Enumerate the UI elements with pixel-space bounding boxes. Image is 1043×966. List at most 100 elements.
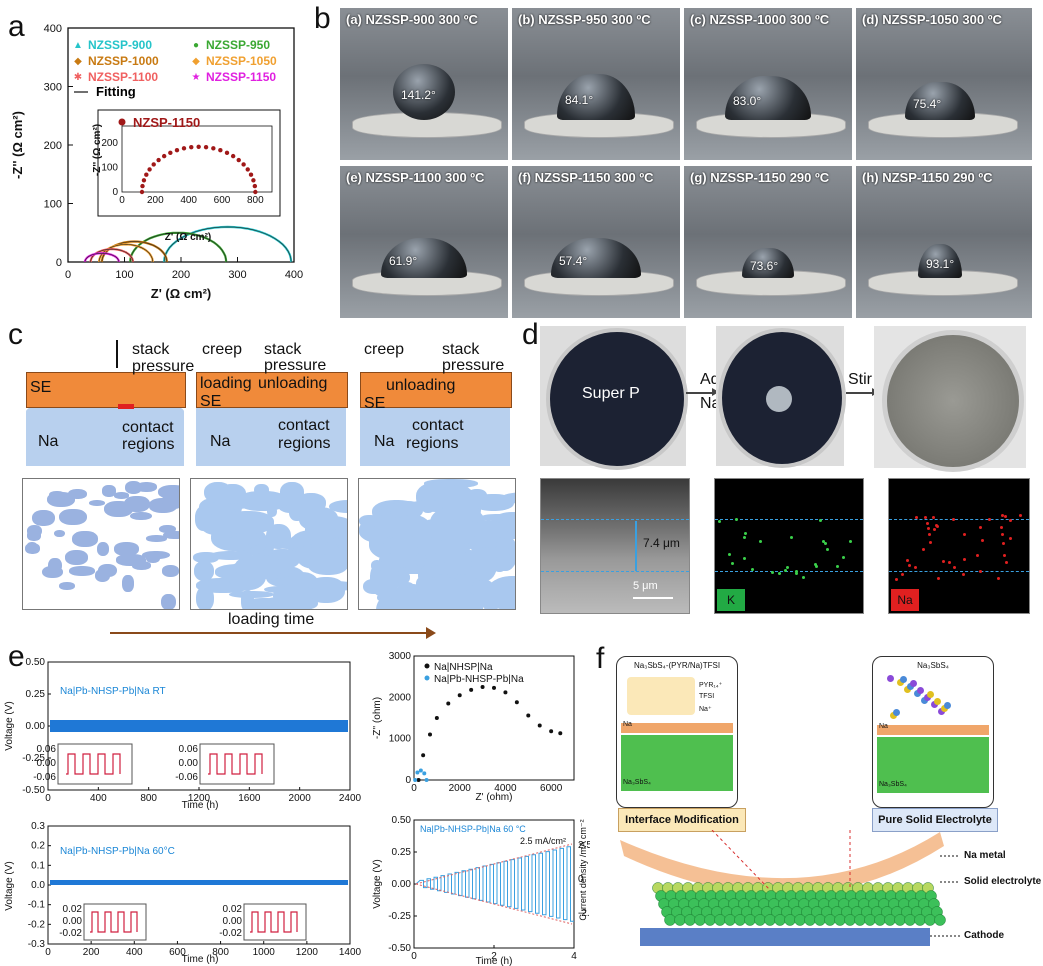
crystal-atom: [941, 705, 948, 712]
y-tick-label: 0.2: [31, 841, 45, 852]
eds-dot: [1008, 536, 1012, 540]
inset-tick: 0.02: [63, 904, 83, 915]
na-layer: [877, 725, 989, 735]
contact-pattern-3: [358, 478, 516, 610]
interface-modification-label: Interface Modification: [618, 808, 746, 832]
inset-point: [140, 183, 145, 189]
panel-e-charts: 0 400 800 1200 1600 2000 24000.500.250.00-0.25…: [4, 651, 590, 966]
y-tick-label: 0.25: [26, 689, 46, 700]
x-tick-label: 400: [285, 269, 303, 281]
super-p-label: Super P: [582, 385, 640, 402]
panel-letter-a: a: [8, 10, 25, 43]
crystal-atom: [897, 679, 904, 686]
contact-blob: [277, 541, 299, 549]
contact-angle-value: 75.4°: [913, 97, 942, 111]
voltage-profile: [66, 753, 121, 775]
inset-point: [211, 146, 216, 151]
eds-dot: [914, 565, 918, 569]
electrolyte-particle: [734, 914, 746, 926]
na-ion-label: Na⁺: [699, 706, 712, 713]
electrolyte-particle: [864, 914, 876, 926]
contact-angle-photo: (e) NZSSP-1100 300 ºC 61.9°: [340, 166, 508, 318]
inset-tick: -0.06: [33, 772, 56, 783]
nak-droplet: [766, 386, 792, 412]
photo-caption: (d) NZSSP-1050 300 ºC: [862, 12, 1002, 27]
contact-blob: [245, 598, 285, 609]
y-tick-label: 0.1: [31, 860, 45, 871]
nyq-legend-1: Na|NHSP|Na: [434, 662, 493, 673]
eds-dot: [981, 539, 985, 543]
voltage-trace: [50, 720, 348, 732]
inset-point: [147, 167, 152, 172]
contact-blob: [68, 488, 87, 499]
stage-2-schematic: creep stack pressure loading unloading S…: [196, 341, 348, 466]
fit-line-NZSSP-1100: [90, 248, 134, 263]
na-layer: [621, 723, 733, 733]
contact-blob: [410, 499, 469, 508]
rate-voltage-trace: [415, 846, 574, 922]
legend-marker-icon: ◆: [192, 56, 200, 67]
panel-a-chart: 0 100 200 300 400 0 100 200 300 400 Z' (Ω cm²) -Z…: [10, 23, 303, 301]
photo-caption: (c) NZSSP-1000 300 ºC: [690, 12, 830, 27]
x-tick-label: 400: [90, 793, 107, 804]
inset-point: [189, 144, 194, 150]
contact-angle-value: 57.4°: [559, 254, 588, 268]
inset-point: [174, 148, 180, 153]
eds-dot: [906, 559, 910, 563]
inset-y-tick: 0: [112, 187, 118, 198]
legend-marker-icon: ▲: [73, 40, 83, 51]
contact-label: contact: [412, 417, 464, 434]
contact-angle-photo: (a) NZSSP-900 300 ºC 141.2°: [340, 8, 508, 160]
eds-map-na: Na: [888, 478, 1030, 614]
contact-blob: [142, 550, 170, 560]
inset-point: [248, 172, 254, 177]
eds-dot: [1009, 518, 1013, 522]
contact-blob: [96, 541, 109, 556]
eds-dot: [962, 573, 965, 577]
contact-angle-value: 84.1°: [565, 93, 594, 107]
contact-blob: [432, 541, 459, 556]
electrolyte-particle: [784, 914, 796, 926]
eds-dot: [953, 565, 957, 569]
electrolyte-particle: [704, 914, 716, 926]
eds-dot: [932, 516, 935, 520]
x-tick-label: 800: [212, 947, 229, 958]
nyq-legend-marker-2: [424, 675, 430, 681]
inset-tick: -0.02: [219, 928, 242, 939]
crystal-atom: [934, 698, 941, 705]
inset-point: [241, 162, 246, 167]
contact-blob: [116, 554, 146, 566]
electrolyte-particle: [894, 914, 906, 926]
eds-dot: [795, 572, 799, 576]
nyquist-point-nhsp: [434, 716, 439, 720]
contact-blob: [376, 597, 397, 609]
contact-blob: [24, 543, 40, 555]
na3sbs4-label: Na₃SbS₄: [879, 781, 907, 788]
stack-pressure-label: stack pressure: [132, 341, 195, 375]
pure-se-box: Na₃SbS₄ Na Na₃SbS₄: [872, 656, 994, 808]
contact-blob: [53, 529, 66, 537]
pressure-label: pressure: [442, 357, 505, 374]
legend-marker-icon: ●: [193, 40, 199, 51]
nyquist-point-pb: [413, 778, 418, 782]
eds-dot: [730, 561, 734, 565]
stage-1-schematic: SE Na stack pressure contact regions: [26, 340, 194, 466]
voltage-profile: [208, 753, 263, 775]
contact-blob: [221, 510, 275, 534]
inset-tick: 0.00: [37, 758, 57, 769]
rate-xlabel: Time (h): [476, 956, 513, 966]
inset-point: [224, 150, 230, 156]
inset-point: [168, 150, 173, 156]
eds-dot: [937, 576, 941, 580]
eds-dot: [1000, 514, 1004, 518]
panel-letter-b: b: [314, 2, 331, 35]
x-tick-label: 200: [83, 947, 100, 958]
crystal-atom: [887, 675, 894, 682]
electrolyte-grains: [877, 737, 989, 793]
contact-blob: [267, 505, 278, 518]
crystal-atom: [917, 687, 924, 694]
contact-blob: [129, 511, 152, 521]
se-label: SE: [30, 379, 52, 396]
eds-dot: [751, 567, 755, 571]
inset-point: [230, 153, 236, 159]
